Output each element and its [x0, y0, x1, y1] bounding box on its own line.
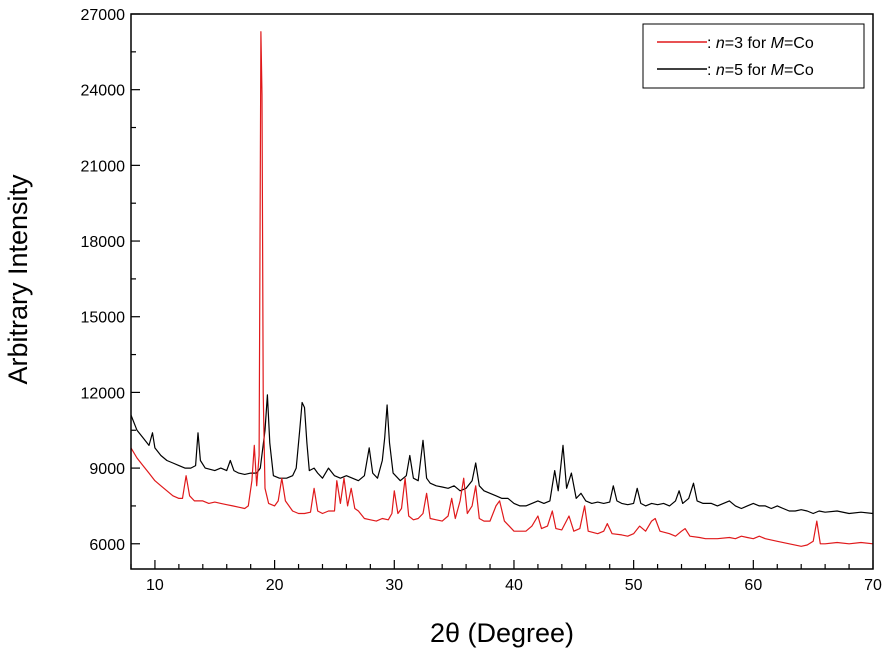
y-tick-label: 21000 — [81, 158, 126, 175]
plot-area: 10 20 30 40 50 60 70 6000 9000 12000 15000 18000 21… — [81, 7, 883, 594]
x-tick-label: 70 — [864, 577, 882, 594]
x-tick-label: 10 — [146, 577, 164, 594]
y-tick-label: 27000 — [81, 7, 126, 24]
y-tick-label: 12000 — [81, 385, 126, 402]
x-axis: 10 20 30 40 50 60 70 — [130, 560, 882, 594]
plot-frame — [130, 13, 874, 570]
series-line-1 — [130, 31, 874, 547]
x-tick-label: 60 — [744, 577, 762, 594]
x-tick-label: 20 — [266, 577, 284, 594]
y-tick-label: 24000 — [81, 83, 126, 100]
series-line-2 — [130, 394, 874, 515]
y-tick-label: 15000 — [81, 310, 126, 327]
x-axis-title: 2θ (Degree) — [430, 618, 574, 648]
y-axis-title: Arbitrary Intensity — [3, 174, 33, 385]
legend-label-1: : n=3 for M=Co — [707, 35, 814, 52]
x-tick-label: 50 — [625, 577, 643, 594]
y-tick-label: 9000 — [89, 461, 125, 478]
x-tick-label: 40 — [505, 577, 523, 594]
legend: : n=3 for M=Co : n=5 for M=Co — [642, 23, 865, 89]
y-tick-label: 18000 — [81, 234, 126, 251]
y-tick-label: 6000 — [89, 537, 125, 554]
legend-box — [642, 23, 865, 89]
legend-label-2: : n=5 for M=Co — [707, 62, 814, 79]
y-axis: 6000 9000 12000 15000 18000 21000 24000 27000 — [81, 7, 140, 554]
series-layer — [130, 31, 874, 547]
x-tick-label: 30 — [385, 577, 403, 594]
